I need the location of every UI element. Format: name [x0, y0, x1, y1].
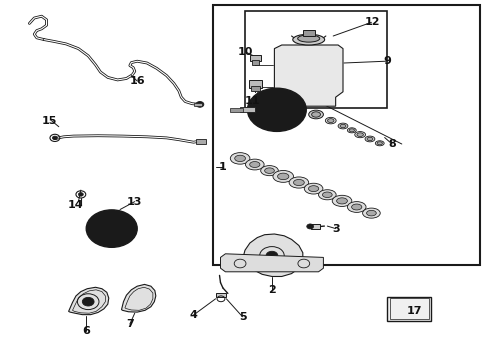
Ellipse shape	[355, 131, 366, 138]
Ellipse shape	[363, 208, 380, 218]
Circle shape	[107, 225, 117, 232]
Bar	[311, 224, 320, 229]
Ellipse shape	[304, 183, 323, 194]
Text: 10: 10	[237, 47, 253, 57]
Polygon shape	[69, 287, 109, 315]
Ellipse shape	[337, 198, 347, 204]
Ellipse shape	[347, 202, 366, 212]
Ellipse shape	[235, 155, 245, 162]
Bar	[194, 103, 202, 106]
Bar	[250, 55, 261, 61]
Circle shape	[256, 95, 297, 125]
Circle shape	[247, 88, 306, 131]
Ellipse shape	[357, 133, 364, 136]
Text: 17: 17	[406, 306, 422, 316]
Text: 14: 14	[68, 200, 84, 210]
Polygon shape	[122, 284, 156, 312]
Ellipse shape	[349, 129, 354, 132]
Ellipse shape	[294, 179, 304, 186]
Text: 1: 1	[219, 162, 227, 172]
Circle shape	[265, 101, 289, 119]
Bar	[390, 298, 429, 319]
Circle shape	[307, 224, 314, 229]
Bar	[251, 86, 260, 91]
Ellipse shape	[265, 168, 274, 174]
Ellipse shape	[309, 110, 323, 119]
Bar	[252, 60, 259, 65]
Ellipse shape	[347, 128, 356, 133]
Text: 16: 16	[129, 76, 145, 86]
Ellipse shape	[309, 186, 318, 192]
Ellipse shape	[250, 162, 260, 167]
Ellipse shape	[365, 136, 375, 142]
Ellipse shape	[327, 119, 334, 122]
Text: 3: 3	[332, 224, 340, 234]
Ellipse shape	[322, 192, 332, 198]
Bar	[245, 11, 387, 108]
Text: 11: 11	[245, 96, 260, 106]
Ellipse shape	[318, 190, 336, 200]
Ellipse shape	[375, 141, 384, 146]
Circle shape	[266, 251, 278, 260]
Text: 6: 6	[82, 326, 90, 336]
Circle shape	[78, 193, 83, 196]
Ellipse shape	[293, 34, 325, 45]
Circle shape	[82, 297, 94, 306]
Ellipse shape	[273, 171, 294, 182]
Ellipse shape	[377, 142, 382, 145]
Circle shape	[196, 102, 204, 107]
Circle shape	[86, 210, 137, 247]
Circle shape	[101, 221, 122, 237]
Bar	[240, 107, 255, 112]
Ellipse shape	[340, 124, 346, 128]
Text: 15: 15	[41, 116, 57, 126]
Text: 5: 5	[239, 312, 246, 322]
Bar	[196, 139, 206, 144]
Ellipse shape	[289, 177, 309, 188]
Text: 8: 8	[388, 139, 396, 149]
Ellipse shape	[332, 195, 352, 207]
Circle shape	[52, 136, 57, 140]
Ellipse shape	[367, 210, 376, 216]
Polygon shape	[243, 234, 303, 276]
Text: 9: 9	[383, 56, 391, 66]
Ellipse shape	[298, 35, 319, 42]
Ellipse shape	[338, 123, 348, 129]
Ellipse shape	[277, 173, 289, 180]
Polygon shape	[220, 254, 323, 272]
Polygon shape	[274, 45, 343, 106]
Ellipse shape	[325, 117, 336, 124]
Bar	[387, 297, 431, 321]
Ellipse shape	[367, 137, 373, 141]
Circle shape	[93, 215, 130, 242]
Bar	[216, 293, 226, 297]
Text: 2: 2	[268, 285, 276, 295]
Text: 12: 12	[365, 17, 380, 27]
Text: 4: 4	[190, 310, 197, 320]
Bar	[303, 30, 315, 36]
Bar	[230, 108, 243, 112]
Ellipse shape	[312, 112, 320, 117]
Bar	[249, 80, 262, 88]
Ellipse shape	[230, 153, 250, 164]
Circle shape	[272, 106, 282, 113]
Ellipse shape	[245, 159, 264, 170]
Text: 7: 7	[126, 319, 134, 329]
Ellipse shape	[261, 166, 278, 176]
Bar	[213, 5, 480, 265]
Ellipse shape	[352, 204, 362, 210]
Text: 13: 13	[127, 197, 143, 207]
